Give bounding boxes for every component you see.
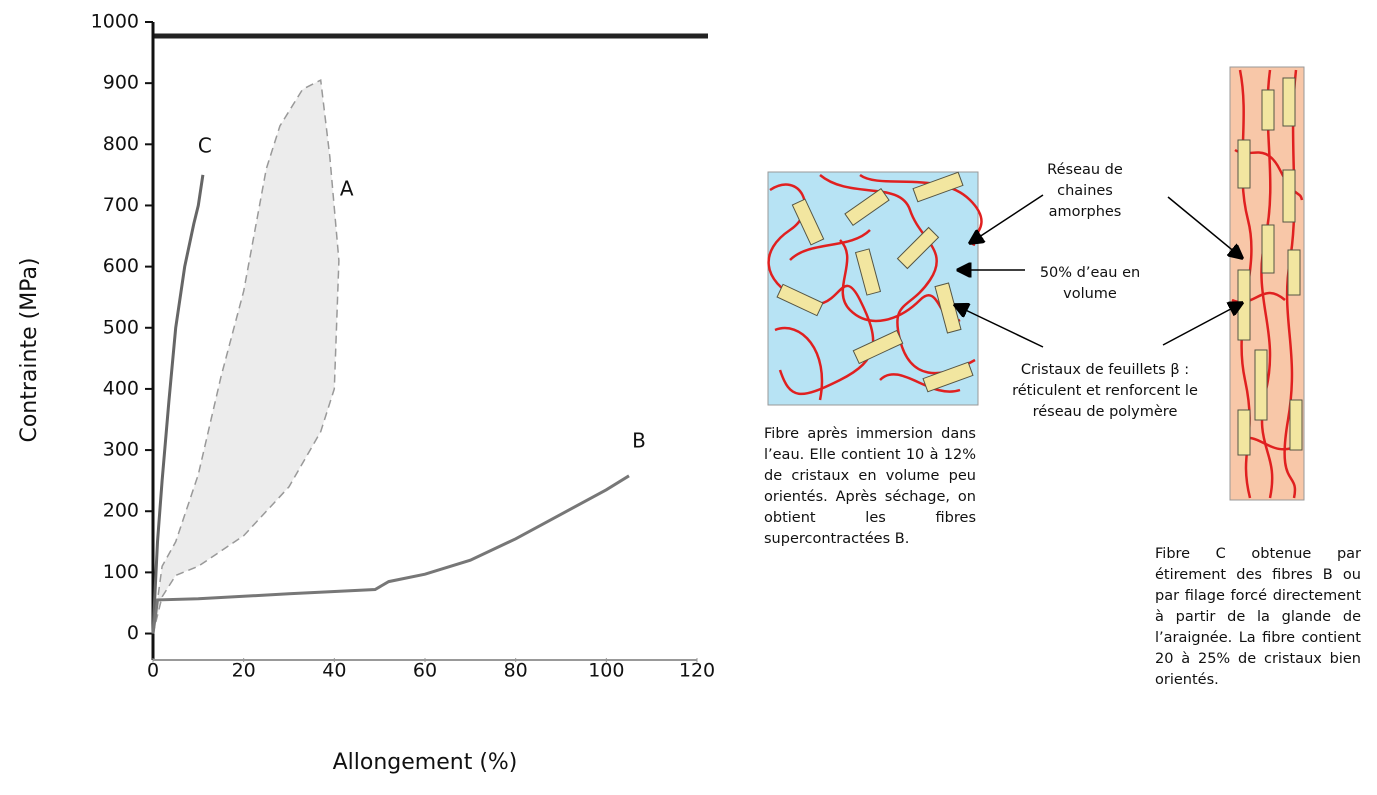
series-label: B (632, 428, 646, 452)
crystals (1237, 77, 1303, 456)
crystals (776, 171, 974, 393)
x-tick-label: 60 (413, 660, 437, 682)
y-tick-label: 300 (103, 439, 139, 461)
series-label: C (198, 133, 212, 157)
y-tick-label: 100 (103, 561, 139, 583)
series-line (151, 474, 630, 634)
y-tick-label: 500 (103, 316, 139, 338)
x-tick-label: 100 (588, 660, 624, 682)
y-tick-label: 200 (103, 500, 139, 522)
caption-left: Fibre après immersion dans l’eau. Elle c… (764, 426, 976, 547)
y-tick-label: 800 (103, 133, 139, 155)
y-tick-label: 0 (127, 622, 139, 644)
fibre-diagram-right (1229, 66, 1305, 501)
caption-right: Fibre C obtenue par étirement des fibres… (1155, 546, 1361, 688)
y-axis-label: Contrainte (MPa) (17, 257, 42, 442)
label-crystals: Cristaux de feuillets β : réticulent et … (1012, 362, 1198, 420)
x-axis-label: Allongement (%) (333, 750, 518, 775)
y-tick-label: 1000 (91, 11, 139, 33)
x-tick-label: 40 (322, 660, 346, 682)
y-tick-label: 700 (103, 194, 139, 216)
series-line (151, 174, 205, 634)
series-line (152, 78, 340, 634)
series-label: A (340, 177, 354, 201)
y-tick-label: 600 (103, 255, 139, 277)
label-water: 50% d’eau en volume (1039, 265, 1141, 302)
x-tick-label: 0 (147, 660, 159, 682)
label-network: Réseau de chaines amorphes (1047, 162, 1123, 220)
arrows (955, 194, 1242, 348)
x-tick-label: 80 (504, 660, 528, 682)
x-tick-label: 120 (679, 660, 715, 682)
y-tick-label: 400 (103, 377, 139, 399)
y-tick-label: 900 (103, 72, 139, 94)
x-tick-label: 20 (232, 660, 256, 682)
fibre-diagram-left (767, 171, 983, 406)
plot: 0 100 200 300 400 500 600 700 800 900 1000 0 20 40 60 8… (91, 11, 715, 682)
